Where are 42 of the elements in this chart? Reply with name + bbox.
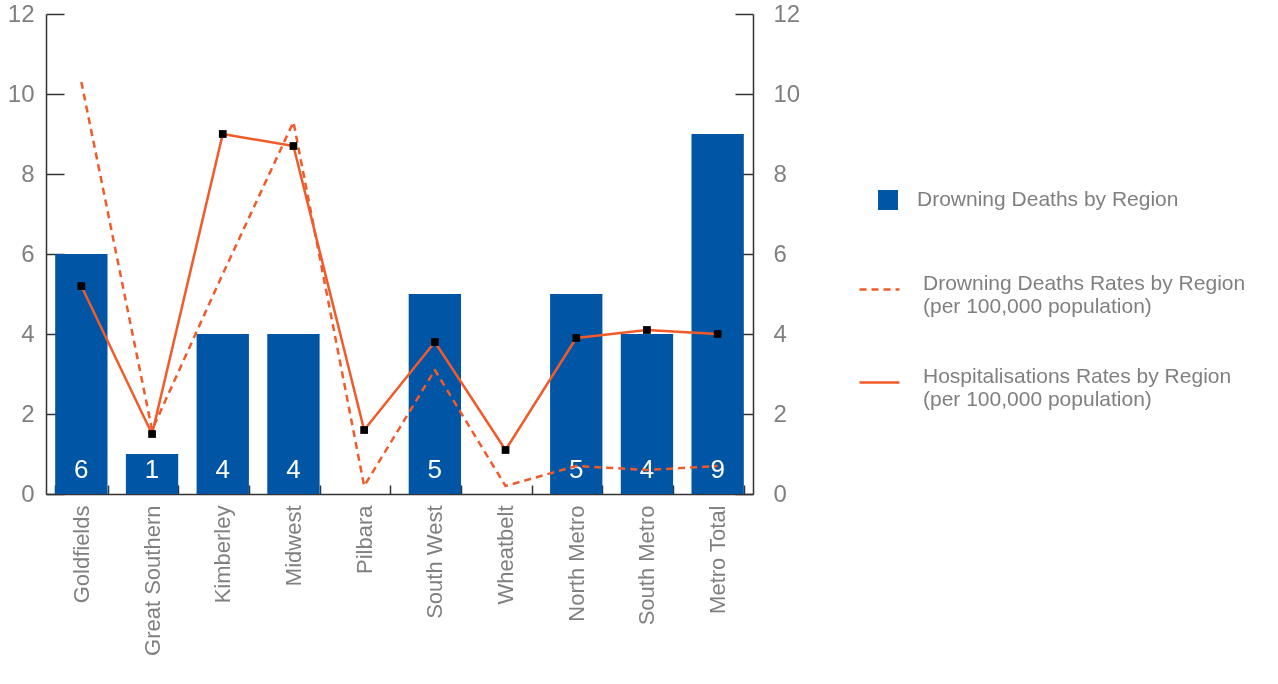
bar xyxy=(408,294,462,494)
bar xyxy=(267,334,320,494)
data-label: 9 xyxy=(710,454,725,484)
bar xyxy=(620,334,674,494)
y-tick-label: 12 xyxy=(7,0,35,27)
bar xyxy=(550,294,603,494)
bar xyxy=(691,134,744,494)
y-tick-label: 2 xyxy=(21,399,35,427)
data-label: 5 xyxy=(427,454,443,484)
y-tick-label: 10 xyxy=(7,79,35,107)
x-tick-label: Midwest xyxy=(280,505,306,587)
x-tick-label: Kimberley xyxy=(210,505,236,604)
y2-tick-label: 12 xyxy=(773,0,801,27)
data-label: 4 xyxy=(215,454,230,484)
data-label: 4 xyxy=(286,454,301,484)
x-tick-label: Great Southern xyxy=(139,505,165,656)
y-tick-label: 4 xyxy=(21,319,35,347)
y2-tick-label: 10 xyxy=(773,79,801,107)
data-label: 4 xyxy=(639,454,655,484)
legend-label: Hospitalisations Rates by Region (per 100,000 population) xyxy=(923,363,1232,410)
data-label: 1 xyxy=(144,454,160,484)
x-tick-label: Metro Total xyxy=(705,505,731,614)
y2-tick-label: 4 xyxy=(773,319,787,347)
y-tick-label: 0 xyxy=(21,479,35,507)
y2-tick-label: 2 xyxy=(773,399,787,427)
y2-tick-label: 6 xyxy=(773,239,787,267)
y2-tick-label: 0 xyxy=(773,479,787,507)
x-tick-label: Pilbara xyxy=(351,504,377,574)
x-tick-label: Goldfields xyxy=(68,505,94,604)
data-label: 6 xyxy=(74,454,89,484)
y2-tick-label: 8 xyxy=(773,159,787,187)
bar xyxy=(125,454,179,494)
bar xyxy=(55,254,108,494)
x-tick-label: Wheatbelt xyxy=(493,505,519,605)
x-tick-label: North Metro xyxy=(563,505,589,622)
x-tick-label: South Metro xyxy=(634,505,660,626)
legend-label: Drowning Deaths by Region xyxy=(917,187,1179,210)
legend-label: Drowning Deaths Rates by Region (per 100,000 population) xyxy=(923,270,1246,317)
bar xyxy=(196,334,249,494)
y-tick-label: 6 xyxy=(21,239,35,267)
x-tick-label: South West xyxy=(422,505,448,619)
y-tick-label: 8 xyxy=(21,159,35,187)
